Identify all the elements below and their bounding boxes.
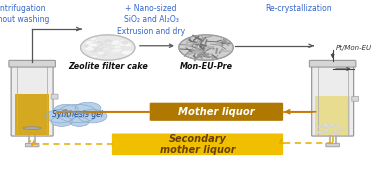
Ellipse shape [97, 41, 101, 43]
Ellipse shape [323, 123, 328, 127]
Text: Mother liquor: Mother liquor [178, 107, 255, 117]
Ellipse shape [114, 43, 123, 48]
Ellipse shape [99, 47, 104, 50]
Ellipse shape [122, 41, 128, 44]
Ellipse shape [115, 37, 119, 39]
Ellipse shape [91, 55, 98, 58]
FancyBboxPatch shape [9, 60, 56, 67]
Ellipse shape [86, 41, 94, 44]
Ellipse shape [95, 48, 102, 51]
Ellipse shape [315, 131, 323, 133]
Ellipse shape [23, 127, 41, 130]
Ellipse shape [116, 51, 123, 55]
Circle shape [46, 109, 75, 123]
Ellipse shape [122, 51, 130, 55]
Ellipse shape [90, 47, 101, 51]
Ellipse shape [94, 38, 97, 39]
Ellipse shape [330, 123, 334, 126]
Ellipse shape [115, 40, 118, 42]
Ellipse shape [90, 37, 97, 40]
Ellipse shape [111, 48, 122, 53]
Ellipse shape [105, 44, 110, 46]
Ellipse shape [103, 52, 108, 55]
Ellipse shape [125, 50, 132, 54]
Ellipse shape [318, 131, 327, 134]
Ellipse shape [322, 124, 327, 127]
Text: Centrifugation
without washing: Centrifugation without washing [0, 4, 50, 24]
FancyBboxPatch shape [311, 61, 353, 136]
Ellipse shape [338, 129, 343, 130]
Ellipse shape [113, 51, 116, 53]
Text: Pt/Mon-EU: Pt/Mon-EU [336, 45, 372, 51]
Ellipse shape [114, 45, 121, 49]
Circle shape [51, 117, 72, 126]
Ellipse shape [110, 46, 115, 48]
Ellipse shape [97, 45, 103, 49]
Ellipse shape [113, 50, 118, 52]
Circle shape [58, 104, 97, 123]
Ellipse shape [119, 40, 125, 43]
Bar [15, 94, 49, 135]
Ellipse shape [333, 125, 339, 128]
Ellipse shape [122, 45, 127, 47]
Circle shape [75, 102, 101, 114]
Ellipse shape [102, 54, 106, 56]
Circle shape [54, 104, 78, 116]
Ellipse shape [102, 47, 109, 50]
Ellipse shape [107, 42, 113, 44]
Ellipse shape [97, 51, 105, 55]
Circle shape [70, 117, 89, 126]
Ellipse shape [324, 128, 328, 132]
Ellipse shape [91, 42, 95, 44]
Bar [315, 96, 350, 135]
FancyBboxPatch shape [352, 96, 358, 101]
Text: Mon-EU-Pre: Mon-EU-Pre [180, 62, 232, 71]
Text: Zeolite filter cake: Zeolite filter cake [68, 62, 147, 71]
Ellipse shape [88, 43, 97, 47]
Ellipse shape [115, 50, 118, 51]
Text: Secondary
mother liquor: Secondary mother liquor [160, 134, 235, 155]
FancyBboxPatch shape [309, 60, 356, 67]
FancyBboxPatch shape [25, 143, 39, 147]
Ellipse shape [333, 130, 338, 133]
Ellipse shape [92, 50, 96, 52]
Ellipse shape [104, 53, 107, 55]
Text: Re-crystallization: Re-crystallization [265, 4, 332, 13]
Circle shape [81, 35, 135, 60]
Circle shape [78, 109, 107, 123]
Ellipse shape [87, 46, 93, 48]
FancyBboxPatch shape [11, 61, 53, 136]
Ellipse shape [85, 48, 94, 51]
Ellipse shape [321, 125, 330, 127]
FancyBboxPatch shape [112, 133, 283, 155]
Ellipse shape [104, 40, 112, 43]
Ellipse shape [120, 42, 132, 46]
Ellipse shape [106, 42, 111, 45]
Ellipse shape [116, 46, 120, 48]
Ellipse shape [85, 41, 91, 44]
Circle shape [179, 35, 233, 60]
FancyBboxPatch shape [326, 143, 339, 147]
Ellipse shape [115, 43, 123, 46]
Ellipse shape [110, 43, 115, 45]
Ellipse shape [317, 126, 324, 128]
Ellipse shape [111, 40, 120, 45]
Text: + Nano-sized
SiO₂ and Al₂O₃
Extrusion and dry: + Nano-sized SiO₂ and Al₂O₃ Extrusion an… [117, 4, 185, 36]
Text: Synthesis gel: Synthesis gel [52, 110, 103, 119]
Ellipse shape [87, 41, 93, 44]
Ellipse shape [119, 44, 124, 47]
FancyBboxPatch shape [51, 94, 58, 99]
Ellipse shape [96, 40, 101, 42]
FancyBboxPatch shape [150, 103, 283, 121]
Ellipse shape [101, 43, 103, 45]
Ellipse shape [108, 42, 111, 43]
Ellipse shape [331, 133, 339, 135]
Ellipse shape [85, 45, 88, 46]
